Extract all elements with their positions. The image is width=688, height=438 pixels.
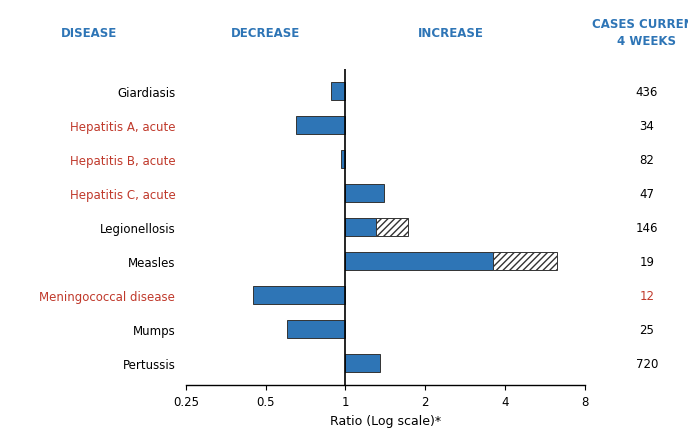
Text: DISEASE: DISEASE bbox=[61, 26, 118, 39]
Text: DECREASE: DECREASE bbox=[231, 26, 300, 39]
Text: 82: 82 bbox=[639, 153, 654, 166]
Bar bbox=[345, 355, 380, 372]
Text: CASES CURRENT: CASES CURRENT bbox=[592, 18, 688, 31]
Bar bbox=[493, 253, 557, 271]
Text: 19: 19 bbox=[639, 255, 654, 268]
Bar bbox=[345, 219, 376, 237]
Text: 436: 436 bbox=[636, 86, 658, 99]
Text: 720: 720 bbox=[636, 357, 658, 370]
Bar bbox=[345, 185, 384, 203]
Text: 4 WEEKS: 4 WEEKS bbox=[617, 35, 676, 48]
Bar bbox=[287, 321, 345, 338]
Text: 12: 12 bbox=[639, 289, 654, 302]
Text: INCREASE: INCREASE bbox=[418, 26, 484, 39]
Bar bbox=[331, 83, 345, 101]
Bar bbox=[253, 287, 345, 304]
Bar bbox=[345, 253, 493, 271]
Bar bbox=[296, 117, 345, 135]
Text: 47: 47 bbox=[639, 187, 654, 200]
Text: 25: 25 bbox=[639, 323, 654, 336]
X-axis label: Ratio (Log scale)*: Ratio (Log scale)* bbox=[330, 413, 441, 427]
Bar bbox=[376, 219, 408, 237]
Text: 34: 34 bbox=[639, 120, 654, 133]
Bar bbox=[341, 151, 345, 169]
Text: 146: 146 bbox=[636, 221, 658, 234]
